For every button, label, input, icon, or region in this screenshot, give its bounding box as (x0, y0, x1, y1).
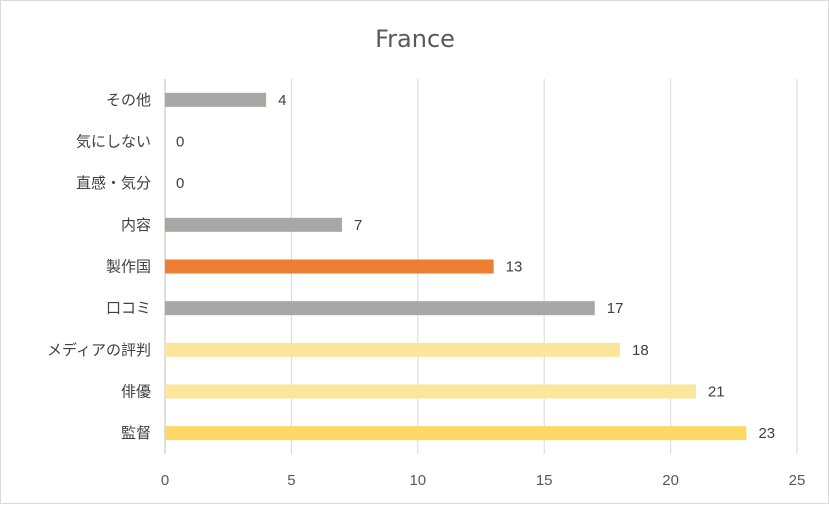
category-label: その他 (106, 91, 151, 109)
x-tick-label: 5 (287, 472, 295, 489)
bars (165, 92, 747, 441)
bar (165, 426, 747, 441)
data-label: 13 (506, 259, 523, 276)
bar (165, 92, 267, 107)
data-label: 18 (632, 342, 649, 359)
category-label: 製作国 (106, 258, 151, 276)
bar (165, 259, 494, 274)
x-tick-label: 25 (789, 472, 806, 489)
category-label: 気にしない (76, 133, 151, 151)
data-label: 21 (708, 384, 725, 401)
category-label: 内容 (121, 216, 151, 234)
bar (165, 301, 595, 316)
category-label: 口コミ (106, 299, 151, 317)
category-label: 俳優 (121, 383, 151, 401)
data-label: 7 (354, 217, 362, 234)
data-label: 23 (758, 425, 775, 442)
category-label: 直感・気分 (76, 174, 151, 192)
category-label: 監督 (121, 424, 151, 442)
category-label: メディアの評判 (47, 341, 151, 359)
x-tick-label: 0 (161, 472, 169, 489)
data-labels: 4 0 0 7 13 17 18 21 23 (176, 92, 775, 442)
bar (165, 384, 696, 399)
bar (165, 217, 342, 232)
x-tick-label: 15 (536, 472, 553, 489)
data-label: 0 (176, 134, 184, 151)
bar (165, 342, 621, 357)
chart-title: France (375, 25, 455, 53)
data-label: 0 (176, 175, 184, 192)
data-label: 17 (607, 300, 624, 317)
x-tick-label: 20 (662, 472, 679, 489)
x-tick-label: 10 (409, 472, 426, 489)
data-label: 4 (278, 92, 286, 109)
x-tick-labels: 0 5 10 15 20 25 (161, 472, 806, 489)
